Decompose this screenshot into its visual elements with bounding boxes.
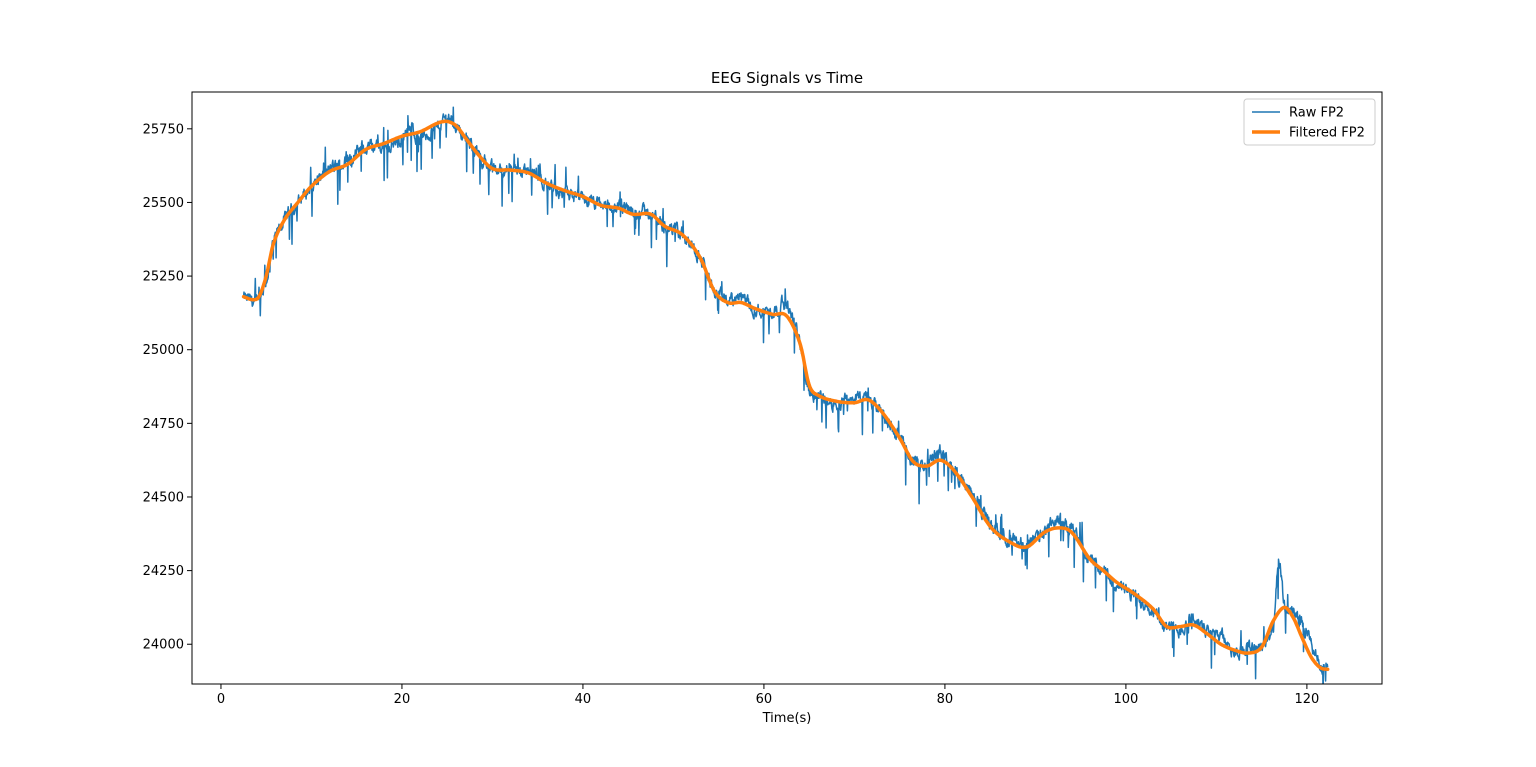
series-line-filtered-fp2 bbox=[241, 119, 1330, 672]
x-tick-label: 60 bbox=[756, 692, 773, 707]
y-tick-label: 24750 bbox=[143, 417, 184, 432]
plot-frame bbox=[191, 91, 1383, 685]
plot-background bbox=[192, 92, 1382, 684]
y-tick-label: 25250 bbox=[143, 270, 184, 285]
legend: Raw FP2 Filtered FP2 bbox=[1243, 98, 1376, 146]
y-axis: 24000 24250 24500 24750 25000 25250 25500 25750 bbox=[143, 122, 192, 653]
x-tick-label: 100 bbox=[1113, 692, 1138, 707]
x-tick-label: 20 bbox=[394, 692, 411, 707]
x-axis-label: Time(s) bbox=[762, 711, 812, 726]
plot-area bbox=[191, 91, 1383, 685]
x-tick-label: 40 bbox=[575, 692, 592, 707]
y-tick-label: 25500 bbox=[143, 196, 184, 211]
legend-label: Raw FP2 bbox=[1289, 106, 1344, 121]
x-tick-label: 120 bbox=[1294, 692, 1319, 707]
y-tick-label: 25750 bbox=[143, 122, 184, 137]
y-tick-label: 24250 bbox=[143, 564, 184, 579]
x-tick-label: 0 bbox=[217, 692, 225, 707]
x-axis: 0 20 40 60 80 100 120 bbox=[217, 684, 1319, 707]
x-tick-label: 80 bbox=[937, 692, 954, 707]
y-tick-label: 24000 bbox=[143, 638, 184, 653]
chart-title: EEG Signals vs Time bbox=[711, 69, 863, 87]
y-tick-label: 25000 bbox=[143, 343, 184, 358]
series-line-raw-fp2 bbox=[242, 106, 1329, 684]
y-tick-label: 24500 bbox=[143, 490, 184, 505]
series-layer bbox=[241, 106, 1330, 684]
legend-label: Filtered FP2 bbox=[1289, 126, 1365, 141]
